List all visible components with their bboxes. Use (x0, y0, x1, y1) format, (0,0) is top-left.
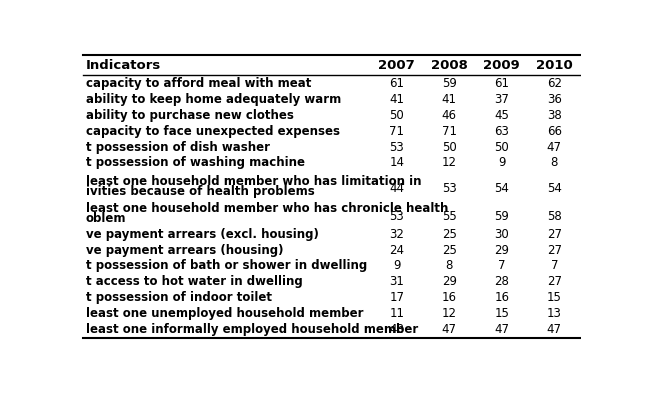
Text: capacity to afford meal with meat: capacity to afford meal with meat (86, 77, 311, 90)
Text: 38: 38 (547, 109, 562, 122)
Text: 71: 71 (442, 125, 457, 138)
Text: 25: 25 (442, 244, 457, 257)
Text: 17: 17 (390, 291, 404, 304)
Text: 29: 29 (442, 275, 457, 289)
Text: 50: 50 (495, 140, 509, 154)
Text: 62: 62 (547, 77, 562, 90)
Text: 12: 12 (442, 156, 457, 170)
Text: 27: 27 (547, 275, 562, 289)
Text: ve payment arrears (housing): ve payment arrears (housing) (86, 244, 283, 257)
Text: 61: 61 (494, 77, 510, 90)
Text: t possession of washing machine: t possession of washing machine (86, 156, 304, 170)
Text: 15: 15 (494, 307, 509, 320)
Text: 11: 11 (390, 307, 404, 320)
Text: 25: 25 (442, 228, 457, 240)
Text: 14: 14 (390, 156, 404, 170)
Text: 31: 31 (390, 275, 404, 289)
Text: 7: 7 (550, 259, 558, 273)
Text: least one informally employed household member: least one informally employed household … (86, 323, 418, 336)
Text: 47: 47 (442, 323, 457, 336)
Text: ve payment arrears (excl. housing): ve payment arrears (excl. housing) (86, 228, 319, 240)
Text: 41: 41 (442, 93, 457, 106)
Text: 53: 53 (390, 210, 404, 223)
Text: 15: 15 (547, 291, 562, 304)
Text: t possession of indoor toilet: t possession of indoor toilet (86, 291, 272, 304)
Text: 12: 12 (442, 307, 457, 320)
Text: ability to purchase new clothes: ability to purchase new clothes (86, 109, 293, 122)
Text: 16: 16 (494, 291, 510, 304)
Text: capacity to face unexpected expenses: capacity to face unexpected expenses (86, 125, 340, 138)
Text: 63: 63 (494, 125, 509, 138)
Text: t possession of bath or shower in dwelling: t possession of bath or shower in dwelli… (86, 259, 367, 273)
Text: 47: 47 (494, 323, 510, 336)
Text: 54: 54 (547, 182, 562, 195)
Text: 32: 32 (390, 228, 404, 240)
Text: 66: 66 (547, 125, 562, 138)
Text: 47: 47 (547, 323, 562, 336)
Text: least one unemployed household member: least one unemployed household member (86, 307, 363, 320)
Text: 24: 24 (390, 244, 404, 257)
Text: 46: 46 (442, 109, 457, 122)
Text: 48: 48 (390, 323, 404, 336)
Text: 27: 27 (547, 244, 562, 257)
Text: 59: 59 (494, 210, 509, 223)
Text: 2007: 2007 (379, 59, 415, 72)
Text: 45: 45 (494, 109, 509, 122)
Text: 55: 55 (442, 210, 457, 223)
Text: 71: 71 (390, 125, 404, 138)
Text: 58: 58 (547, 210, 562, 223)
Text: 41: 41 (390, 93, 404, 106)
Text: least one household member who has chronicle health: least one household member who has chron… (86, 202, 448, 215)
Text: 27: 27 (547, 228, 562, 240)
Text: ability to keep home adequately warm: ability to keep home adequately warm (86, 93, 341, 106)
Text: 50: 50 (390, 109, 404, 122)
Text: 59: 59 (442, 77, 457, 90)
Text: ivities because of health problems: ivities because of health problems (86, 185, 314, 198)
Text: 2009: 2009 (483, 59, 520, 72)
Text: 53: 53 (442, 182, 457, 195)
Text: oblem: oblem (86, 212, 126, 225)
Text: 28: 28 (494, 275, 509, 289)
Text: 8: 8 (551, 156, 558, 170)
Text: 30: 30 (495, 228, 509, 240)
Text: 47: 47 (547, 140, 562, 154)
Text: 37: 37 (494, 93, 509, 106)
Text: Indicators: Indicators (86, 59, 161, 72)
Text: 53: 53 (390, 140, 404, 154)
Text: 9: 9 (498, 156, 506, 170)
Text: 16: 16 (442, 291, 457, 304)
Text: t possession of dish washer: t possession of dish washer (86, 140, 270, 154)
Text: 50: 50 (442, 140, 457, 154)
Text: 36: 36 (547, 93, 562, 106)
Text: 54: 54 (494, 182, 509, 195)
Text: 44: 44 (390, 182, 404, 195)
Text: 8: 8 (446, 259, 453, 273)
Text: 2008: 2008 (431, 59, 468, 72)
Text: 9: 9 (393, 259, 401, 273)
Text: t access to hot water in dwelling: t access to hot water in dwelling (86, 275, 303, 289)
Text: least one household member who has limitation in: least one household member who has limit… (86, 175, 421, 187)
Text: 29: 29 (494, 244, 510, 257)
Text: 13: 13 (547, 307, 562, 320)
Text: 61: 61 (390, 77, 404, 90)
Text: 2010: 2010 (536, 59, 573, 72)
Text: 7: 7 (498, 259, 506, 273)
